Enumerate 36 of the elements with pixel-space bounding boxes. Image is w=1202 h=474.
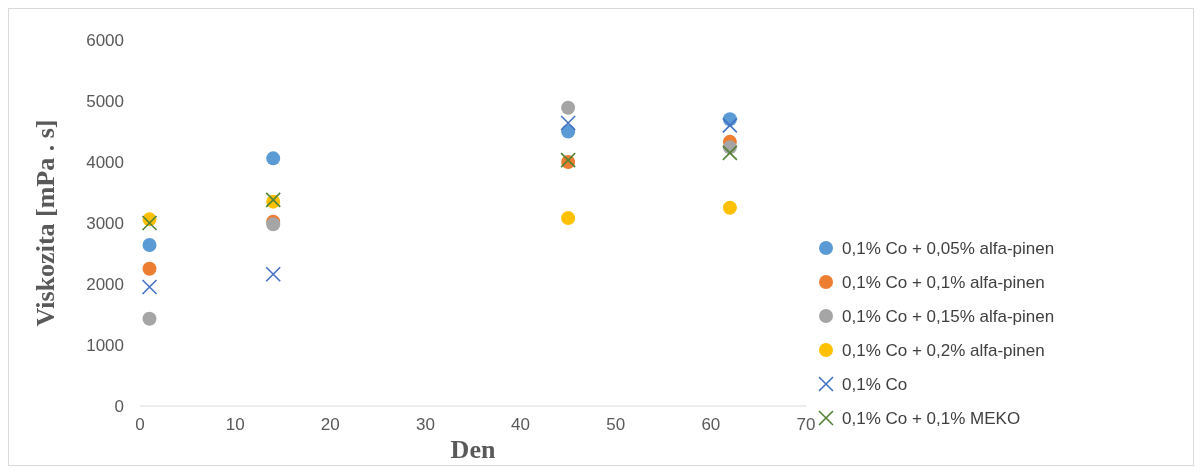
point: [722, 145, 738, 161]
point: [561, 100, 576, 115]
legend-label: 0,1% Co + 0,1% MEKO: [842, 409, 1021, 428]
legend-label: 0,1% Co + 0,1% alfa-pinen: [842, 273, 1045, 292]
y-tick-label: 6000: [86, 31, 124, 50]
y-tick-label: 1000: [86, 336, 124, 355]
legend-label: 0,1% Co + 0,15% alfa-pinen: [842, 307, 1055, 326]
y-tick-label: 0: [114, 397, 124, 416]
y-tick-label: 2000: [86, 275, 124, 294]
x-tick-label: 50: [606, 415, 626, 434]
point: [142, 261, 157, 276]
point: [266, 151, 281, 166]
x-axis-title: Den: [450, 435, 496, 464]
point: [561, 211, 576, 226]
y-axis-title: Viskozita [mPa . s]: [31, 119, 60, 327]
x-tick-label: 20: [320, 415, 340, 434]
point: [265, 266, 281, 283]
point: [142, 237, 157, 252]
legend-label: 0,1% Co + 0,05% alfa-pinen: [842, 239, 1055, 258]
x-tick-label: 40: [511, 415, 531, 434]
point: [141, 215, 158, 231]
legend-label: 0,1% Co: [842, 375, 908, 394]
y-tick-label: 3000: [86, 214, 124, 233]
point: [142, 311, 157, 326]
point: [141, 279, 158, 295]
x-tick-label: 0: [135, 415, 145, 434]
legend-label: 0,1% Co + 0,2% alfa-pinen: [842, 341, 1045, 360]
x-tick-label: 30: [415, 415, 435, 434]
x-tick-label: 70: [796, 415, 816, 434]
y-tick-label: 4000: [86, 153, 124, 172]
y-tick-label: 5000: [86, 92, 124, 111]
x-tick-label: 60: [701, 415, 721, 434]
x-tick-label: 10: [225, 415, 245, 434]
point: [722, 117, 738, 134]
point: [722, 200, 737, 215]
point: [560, 115, 576, 131]
